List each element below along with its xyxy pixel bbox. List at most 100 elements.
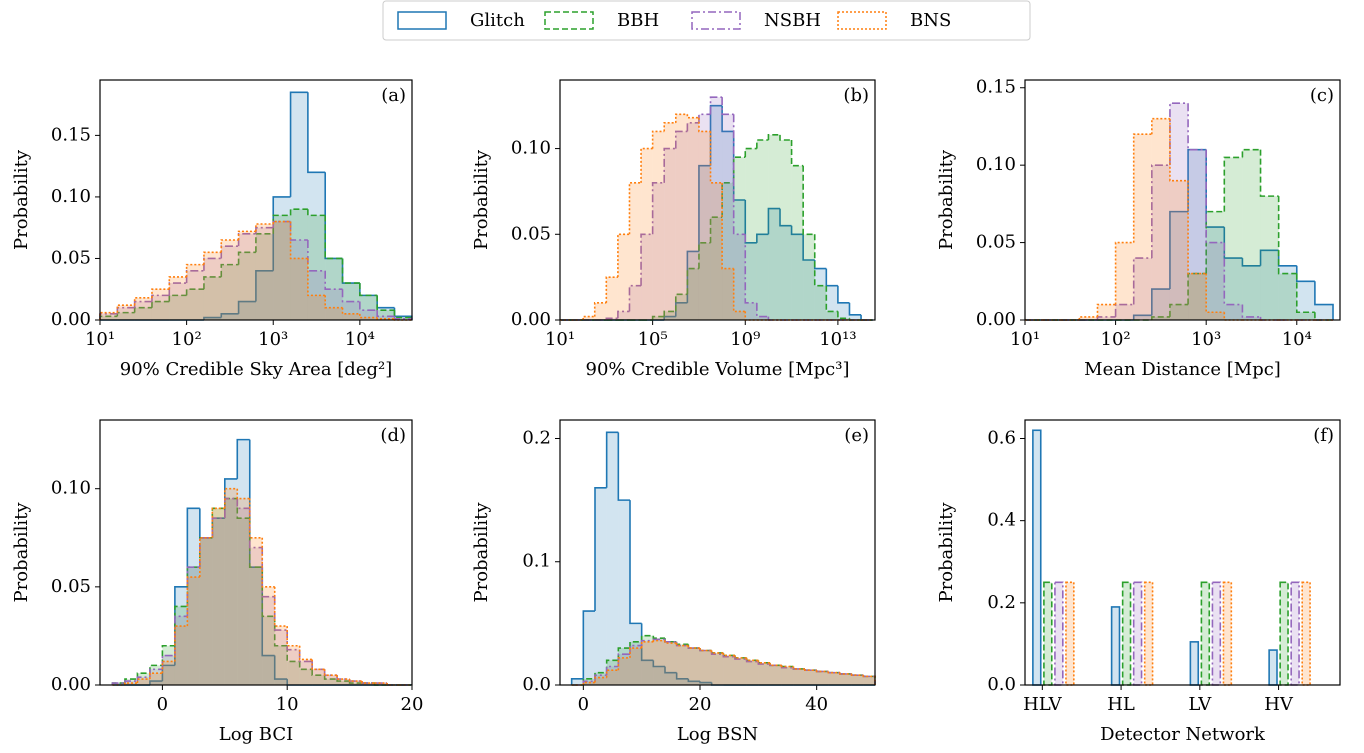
histogram-step [1259, 149, 1279, 197]
histogram-bin [255, 270, 274, 320]
histogram-step [769, 662, 782, 667]
panel: 0.00 0.05 0.10 10¹ 10⁵ 10⁹ 10¹³ (b) 90% Credible… [471, 79, 876, 380]
x-tick-label: 20 [401, 694, 424, 715]
histogram-step [802, 165, 815, 236]
histogram-bin [359, 295, 378, 320]
histogram-step [722, 654, 735, 658]
histogram-bin [273, 221, 291, 320]
histogram-bin [630, 641, 642, 685]
histogram-step [664, 640, 677, 644]
histogram-step [133, 300, 152, 308]
histogram-step [359, 301, 378, 311]
x-tick-label: 10² [172, 329, 202, 350]
histogram-bin [249, 567, 263, 685]
histogram-step [376, 317, 395, 320]
histogram-bin [349, 681, 363, 685]
x-axis-label: Log BCI [219, 724, 293, 745]
histogram-bin [249, 537, 263, 685]
histogram-step [699, 648, 712, 652]
histogram-step [323, 669, 338, 676]
histogram-bin [100, 316, 118, 320]
histogram-step [674, 302, 688, 317]
histogram-bin [149, 673, 163, 685]
histogram-bin [700, 650, 712, 685]
histogram-step [124, 682, 138, 685]
histogram-bin [816, 671, 829, 685]
histogram-bin [780, 225, 792, 320]
histogram-bin [571, 678, 584, 685]
axes-frame [99, 419, 413, 686]
y-tick-label: 0.00 [51, 674, 91, 695]
histogram-bin [851, 675, 864, 685]
histogram-step [594, 676, 607, 683]
histogram-bin [606, 318, 618, 320]
histogram-bin [1242, 265, 1261, 320]
histogram-bin [606, 666, 619, 685]
histogram-bin [710, 182, 723, 320]
histogram-step [1314, 281, 1334, 320]
x-axis-label: Mean Distance [Mpc] [1084, 359, 1281, 380]
histogram-bin [768, 208, 781, 320]
histogram-bin [617, 311, 630, 320]
histogram-bin [1206, 312, 1225, 320]
histogram-bin [733, 157, 746, 320]
histogram-step [734, 656, 747, 660]
histogram-step [813, 260, 827, 270]
histogram-step [813, 234, 827, 287]
x-tick-label: 10⁴ [345, 329, 375, 350]
histogram-step [1151, 288, 1170, 316]
histogram-bin [237, 439, 250, 685]
bar [1222, 581, 1233, 686]
histogram-step [686, 250, 699, 303]
histogram-bin [1133, 134, 1152, 320]
bar [1065, 581, 1075, 686]
histogram-bin [100, 313, 118, 320]
histogram-bin [324, 679, 338, 685]
histogram-bin [249, 567, 263, 685]
histogram-step [640, 634, 654, 642]
histogram-step [236, 488, 250, 500]
histogram-step [663, 122, 676, 132]
histogram-step [237, 251, 256, 265]
histogram-step [286, 626, 300, 647]
histogram-step [336, 675, 350, 680]
histogram-bin [1188, 149, 1207, 320]
histogram-step [311, 659, 325, 671]
bar [1110, 606, 1121, 686]
histogram-step [629, 641, 642, 649]
histogram-bin [100, 312, 118, 320]
y-tick-label: 0.05 [51, 576, 91, 597]
histogram-step [151, 288, 170, 298]
histogram-step [804, 668, 817, 672]
histogram-bin [700, 682, 712, 685]
histogram-bin [816, 671, 829, 685]
histogram-bin [606, 660, 619, 685]
histogram-bin [828, 672, 840, 685]
histogram-step [675, 641, 689, 646]
y-tick-label: 0.05 [511, 223, 551, 244]
histogram-bin [675, 131, 688, 320]
histogram-bin [342, 301, 360, 320]
histogram-bin [630, 645, 642, 685]
histogram-step [663, 147, 676, 183]
histogram-bin [1296, 312, 1315, 320]
histogram-bin [262, 655, 275, 685]
histogram-step [237, 300, 256, 314]
histogram-bin [1296, 281, 1315, 320]
histogram-bin [675, 114, 688, 321]
histogram-bin [249, 547, 263, 685]
histogram-bin [710, 105, 723, 320]
histogram-bin [606, 277, 618, 320]
legend-swatch [397, 11, 447, 30]
histogram-bin [203, 258, 222, 320]
histogram-step [361, 681, 375, 684]
histogram-bin [221, 313, 239, 320]
histogram-bin [791, 165, 804, 320]
histogram-bin [711, 654, 724, 685]
histogram-step [289, 221, 308, 241]
histogram-step [582, 610, 595, 679]
histogram-bin [212, 508, 225, 685]
histogram-bin [262, 616, 275, 685]
y-axis-label: Probability [11, 149, 32, 250]
histogram-bin [1151, 165, 1170, 320]
